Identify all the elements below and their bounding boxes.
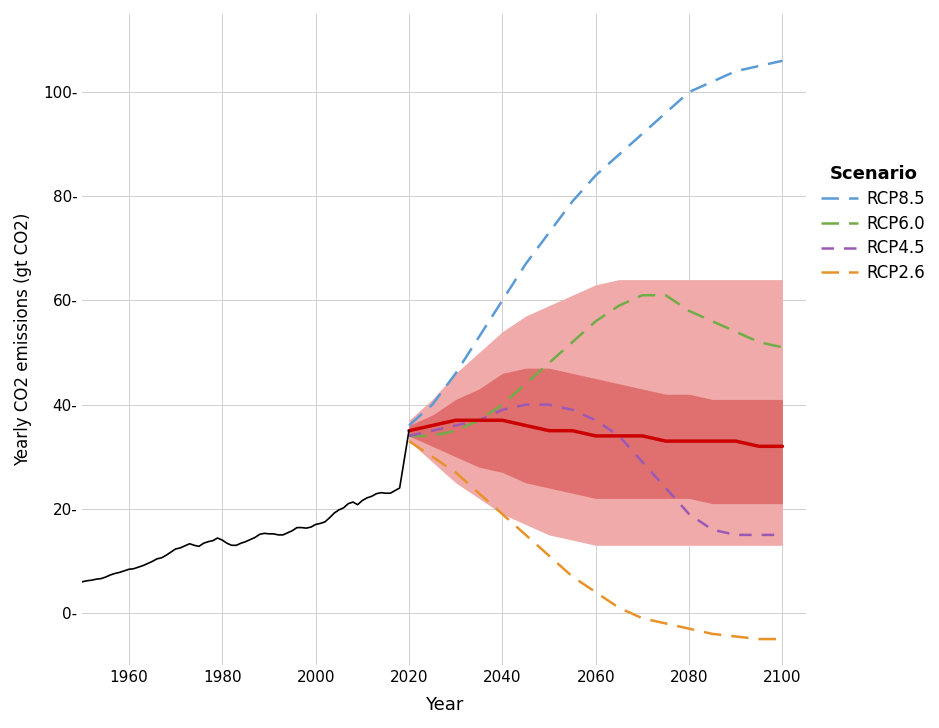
X-axis label: Year: Year [424,696,463,714]
Y-axis label: Yearly CO2 emissions (gt CO2): Yearly CO2 emissions (gt CO2) [14,213,32,466]
Legend: RCP8.5, RCP6.0, RCP4.5, RCP2.6: RCP8.5, RCP6.0, RCP4.5, RCP2.6 [822,165,925,282]
